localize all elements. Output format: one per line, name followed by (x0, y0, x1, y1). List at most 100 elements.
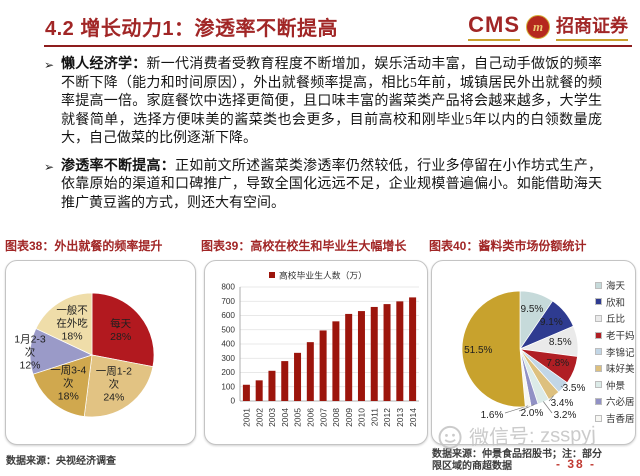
legend-item-吉香居: 吉香居 (595, 410, 635, 427)
leader-line (543, 401, 553, 414)
bar-2010 (357, 311, 365, 401)
legend-swatch (595, 331, 602, 339)
bullet-body-text: 正如前文所述酱菜类渗透率仍然较低，行业多停留在小作坊式生产，依靠原始的渠道和口碑… (61, 158, 603, 211)
bullet-text: 懒人经济学：新一代消费者受教育程度不断增加，娱乐活动丰富，自己动手做饭的频率不断… (61, 56, 602, 149)
x-tick-label: 2013 (395, 408, 405, 427)
bar-2002 (255, 380, 263, 401)
leader-line (560, 385, 564, 388)
bar-2013 (396, 301, 404, 401)
y-tick-label: 500 (221, 325, 235, 334)
legend-name: 丘比 (606, 315, 626, 326)
bar-2011 (370, 306, 378, 401)
legend-item-李锦记: 李锦记 (595, 343, 635, 360)
bullet-arrow-icon: ➢ (44, 159, 55, 174)
legend-item-味好美: 味好美 (595, 360, 635, 377)
legend-swatch (595, 314, 602, 322)
page-title: 4.2 增长动力1：渗透率不断提高 (45, 18, 338, 40)
data-source-right-line2: 限区域的商超数据 (432, 461, 512, 472)
bullet-item-lazy-economy: ➢ 懒人经济学：新一代消费者受教育程度不断增加，娱乐活动丰富，自己动手做饭的频率… (44, 56, 602, 149)
legend-name: 李锦记 (606, 348, 635, 359)
bullet-lead: 懒人经济学： (61, 57, 147, 72)
bullet-item-penetration: ➢ 渗透率不断提高：正如前文所述酱菜类渗透率仍然较低，行业多停留在小作坊式生产，… (44, 158, 602, 214)
legend-swatch (595, 397, 602, 405)
y-tick-label: 800 (221, 283, 235, 292)
y-tick-label: 400 (221, 340, 235, 349)
bullet-body-text: 新一代消费者受教育程度不断增加，娱乐活动丰富，自己动手做饭的频率不断下降（能力和… (61, 57, 603, 146)
x-tick-label: 2014 (408, 408, 418, 427)
bullet-arrow-icon: ➢ (44, 58, 55, 72)
pie-slice-other (461, 290, 526, 408)
bar-2005 (294, 352, 302, 401)
bar-2014 (409, 297, 417, 401)
legend-label: 高校毕业生人数（万） (279, 270, 367, 281)
legend-name: 吉香居 (606, 415, 635, 426)
x-tick-label: 2002 (254, 408, 264, 427)
cms-logo-text: CMS (468, 12, 520, 41)
pie-legend: 海天欣和丘比老干妈李锦记味好美仲景六必居吉香居 (595, 277, 635, 426)
pie-chart-svg (29, 292, 155, 418)
legend-swatch (595, 281, 602, 289)
figure-caption-39: 图表39：高校在校生和毕业生大幅增长 (201, 239, 407, 253)
legend-item-仲景: 仲景 (595, 377, 635, 394)
legend-name: 六必居 (606, 398, 635, 409)
x-tick-label: 2003 (267, 408, 277, 427)
figure-card-bar-graduates: 0 100 200 300 400 500 600 700 800 2001 2002 2003 200… (204, 260, 428, 445)
title-divider (44, 45, 632, 47)
pie-slice-一般不在外吃 (35, 292, 93, 356)
legend-name: 老干妈 (606, 332, 635, 343)
x-tick-label: 2012 (382, 408, 392, 427)
x-tick-label: 2005 (293, 408, 303, 427)
legend-item-六必居: 六必居 (595, 393, 635, 410)
legend-name: 仲景 (606, 381, 626, 392)
pie-slice-一周1-2次 (83, 354, 154, 418)
y-tick-label: 0 (230, 397, 235, 406)
bullet-lead: 渗透率不断提高： (61, 158, 175, 174)
legend-name: 海天 (606, 282, 626, 293)
bar-2006 (306, 342, 314, 401)
legend-swatch (595, 298, 602, 306)
pie-slice-一周3-4次 (32, 354, 93, 417)
bullet-text: 渗透率不断提高：正如前文所述酱菜类渗透率仍然较低，行业多停留在小作坊式生产，依靠… (61, 158, 602, 214)
legend-swatch (595, 364, 602, 372)
legend-swatch (595, 414, 602, 422)
bar-2008 (332, 321, 340, 401)
figure-caption-40: 图表40：酱料类市场份额统计 (429, 239, 587, 253)
legend-swatch (595, 381, 602, 389)
cms-logo: CMS m 招商证券 (468, 12, 628, 41)
leader-line (518, 404, 535, 412)
figure-card-pie-dining-frequency: 每天 28% 一周1-2 次 24% 一周3-4 次 18% 1月2-3 次 12% 一… (5, 260, 196, 445)
legend-name: 欣和 (606, 298, 626, 309)
legend-swatch (269, 272, 275, 278)
pie-slice-每天 (91, 292, 155, 368)
legend-swatch (595, 348, 602, 356)
x-tick-label: 2008 (331, 408, 341, 427)
y-tick-label: 700 (221, 297, 235, 306)
data-source-right-line1: 数据来源：仲景食品招股书；注：部分 (432, 449, 602, 460)
pie-chart-svg (461, 290, 579, 414)
cms-brand-name: 招商证券 (556, 12, 628, 41)
cms-logo-badge-icon: m (526, 14, 550, 39)
legend-item-老干妈: 老干妈 (595, 327, 635, 344)
legend-name: 味好美 (606, 365, 635, 376)
bar-2003 (268, 370, 276, 401)
bar-2012 (383, 304, 391, 401)
legend-item-海天: 海天 (595, 277, 635, 294)
leader-line (548, 395, 554, 402)
page-number: - 38 - (556, 457, 597, 471)
x-tick-label: 2004 (280, 408, 290, 427)
x-tick-label: 2006 (306, 408, 316, 427)
x-tick-label: 2011 (369, 408, 379, 427)
x-tick-label: 2007 (318, 408, 328, 427)
x-tick-label: 2010 (357, 408, 367, 427)
figure-caption-38: 图表38：外出就餐的频率提升 (5, 239, 163, 253)
y-tick-label: 300 (221, 354, 235, 363)
legend-item-欣和: 欣和 (595, 294, 635, 311)
figure-card-pie-market-share: 9.5% 9.1% 8.5% 7.8% 3.5% 3.4% 3.2% 2.0% 1.6% 51.5… (431, 260, 636, 445)
y-tick-label: 600 (221, 311, 235, 320)
y-tick-label: 100 (221, 382, 235, 391)
x-tick-label: 2001 (242, 408, 252, 427)
bar-2009 (345, 313, 353, 401)
bar-2007 (319, 330, 327, 401)
